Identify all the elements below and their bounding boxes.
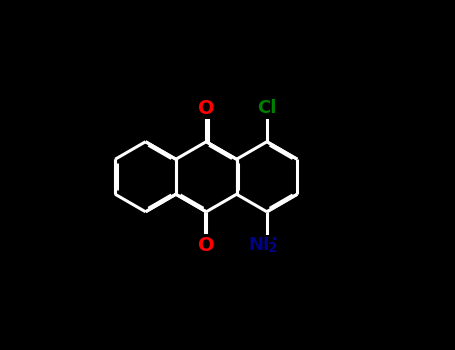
Text: 2: 2 (268, 241, 278, 255)
Text: NH: NH (249, 236, 278, 254)
Text: Cl: Cl (257, 99, 277, 118)
Text: O: O (198, 236, 215, 254)
Text: O: O (198, 99, 215, 118)
